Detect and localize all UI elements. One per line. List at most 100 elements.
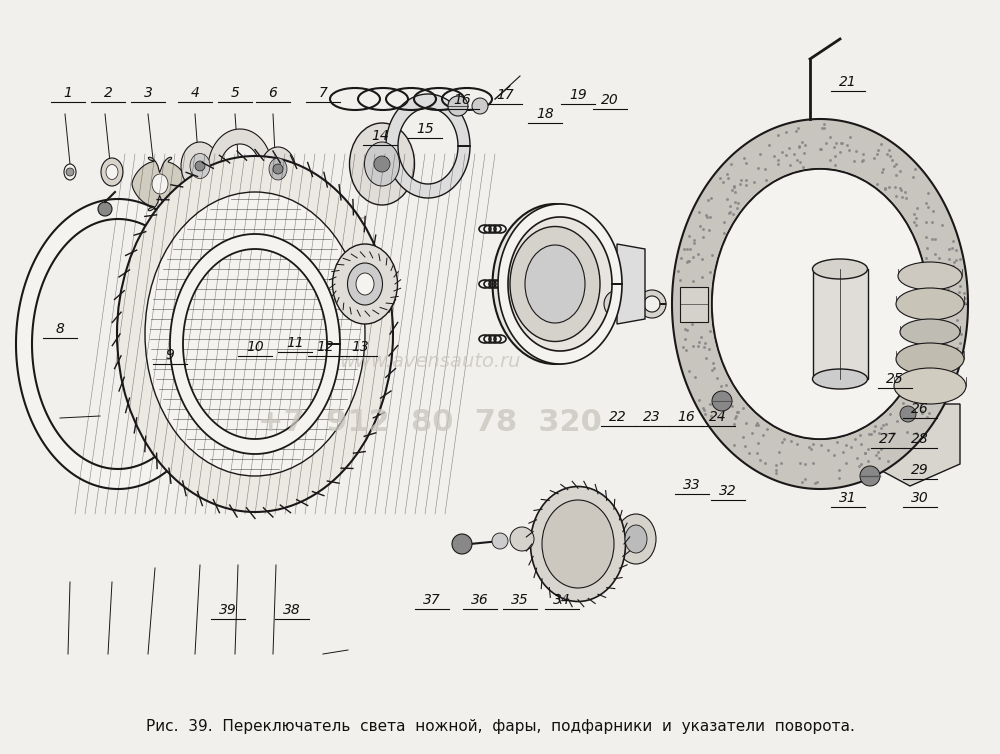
Text: 13: 13 [351, 340, 369, 354]
Text: 36: 36 [471, 593, 489, 607]
Circle shape [712, 391, 732, 411]
Ellipse shape [616, 514, 656, 564]
Text: 1: 1 [64, 85, 72, 100]
Text: 5: 5 [231, 85, 239, 100]
Polygon shape [672, 119, 968, 489]
Text: 20: 20 [601, 93, 619, 107]
Ellipse shape [152, 174, 168, 194]
Circle shape [66, 168, 74, 176]
Ellipse shape [530, 486, 626, 602]
Ellipse shape [898, 262, 962, 290]
Ellipse shape [712, 169, 928, 439]
Polygon shape [16, 199, 220, 489]
Ellipse shape [896, 288, 964, 320]
Polygon shape [498, 204, 622, 364]
Circle shape [273, 164, 283, 174]
Circle shape [492, 533, 508, 549]
Text: 32: 32 [719, 483, 737, 498]
Text: 18: 18 [536, 106, 554, 121]
Circle shape [604, 290, 632, 318]
Polygon shape [208, 129, 272, 209]
Circle shape [448, 96, 468, 116]
Text: 7: 7 [319, 85, 327, 100]
Text: 37: 37 [423, 593, 441, 607]
Circle shape [374, 156, 390, 172]
Ellipse shape [117, 156, 393, 512]
Text: 12: 12 [316, 340, 334, 354]
Text: 26: 26 [911, 402, 929, 416]
Text: 15: 15 [416, 121, 434, 136]
Circle shape [98, 202, 112, 216]
Text: 29: 29 [911, 462, 929, 477]
Text: 16: 16 [453, 93, 471, 107]
Polygon shape [765, 394, 960, 486]
Ellipse shape [356, 273, 374, 295]
Ellipse shape [525, 245, 585, 323]
Circle shape [900, 406, 916, 422]
Text: 24: 24 [709, 409, 727, 424]
Text: 38: 38 [283, 602, 301, 617]
Polygon shape [386, 94, 470, 198]
Ellipse shape [350, 123, 415, 205]
Ellipse shape [332, 244, 398, 324]
Text: 33: 33 [683, 477, 701, 492]
Text: 17: 17 [496, 87, 514, 102]
Ellipse shape [364, 142, 400, 186]
Ellipse shape [348, 263, 382, 305]
Ellipse shape [492, 204, 618, 364]
Ellipse shape [900, 319, 960, 345]
Ellipse shape [190, 154, 210, 179]
Bar [813, 269, 868, 379]
Ellipse shape [812, 369, 868, 389]
Ellipse shape [894, 368, 966, 404]
Text: +7  912  80  78  320: +7 912 80 78 320 [258, 408, 602, 437]
Text: 14: 14 [371, 129, 389, 143]
Circle shape [510, 527, 534, 551]
Circle shape [195, 161, 205, 171]
Ellipse shape [269, 158, 287, 180]
Text: 28: 28 [911, 432, 929, 446]
Text: 35: 35 [511, 593, 529, 607]
Text: 3: 3 [144, 85, 152, 100]
Ellipse shape [181, 142, 219, 190]
Ellipse shape [101, 158, 123, 186]
Polygon shape [170, 234, 340, 454]
Text: 31: 31 [839, 491, 857, 505]
Text: 11: 11 [286, 336, 304, 350]
Text: 6: 6 [269, 85, 277, 100]
Text: 30: 30 [911, 491, 929, 505]
Text: 25: 25 [886, 372, 904, 386]
Ellipse shape [106, 164, 118, 179]
Text: Рис.  39.  Переключатель  света  ножной,  фары,  подфарники  и  указатели  повор: Рис. 39. Переключатель света ножной, фар… [146, 719, 854, 734]
Text: 22: 22 [609, 409, 627, 424]
Polygon shape [132, 158, 188, 211]
Text: 2: 2 [104, 85, 112, 100]
Text: www.avensauto.ru: www.avensauto.ru [339, 352, 521, 372]
Ellipse shape [145, 192, 365, 476]
Text: 4: 4 [191, 85, 199, 100]
Text: 21: 21 [839, 75, 857, 89]
Ellipse shape [542, 500, 614, 588]
Text: 23: 23 [643, 409, 661, 424]
Bar [680, 287, 708, 322]
Circle shape [472, 98, 488, 114]
Text: 27: 27 [879, 432, 897, 446]
Ellipse shape [812, 259, 868, 279]
Polygon shape [617, 244, 645, 324]
Circle shape [611, 297, 625, 311]
Text: 16: 16 [677, 409, 695, 424]
Text: 39: 39 [219, 602, 237, 617]
Circle shape [452, 534, 472, 554]
Text: 19: 19 [569, 87, 587, 102]
Text: 10: 10 [246, 340, 264, 354]
Text: 9: 9 [166, 348, 174, 362]
Ellipse shape [260, 147, 296, 191]
Ellipse shape [64, 164, 76, 180]
Text: 8: 8 [56, 321, 64, 336]
Ellipse shape [625, 525, 647, 553]
Ellipse shape [896, 343, 964, 375]
Polygon shape [638, 290, 666, 318]
Text: 34: 34 [553, 593, 571, 607]
Ellipse shape [510, 226, 600, 342]
Circle shape [860, 466, 880, 486]
